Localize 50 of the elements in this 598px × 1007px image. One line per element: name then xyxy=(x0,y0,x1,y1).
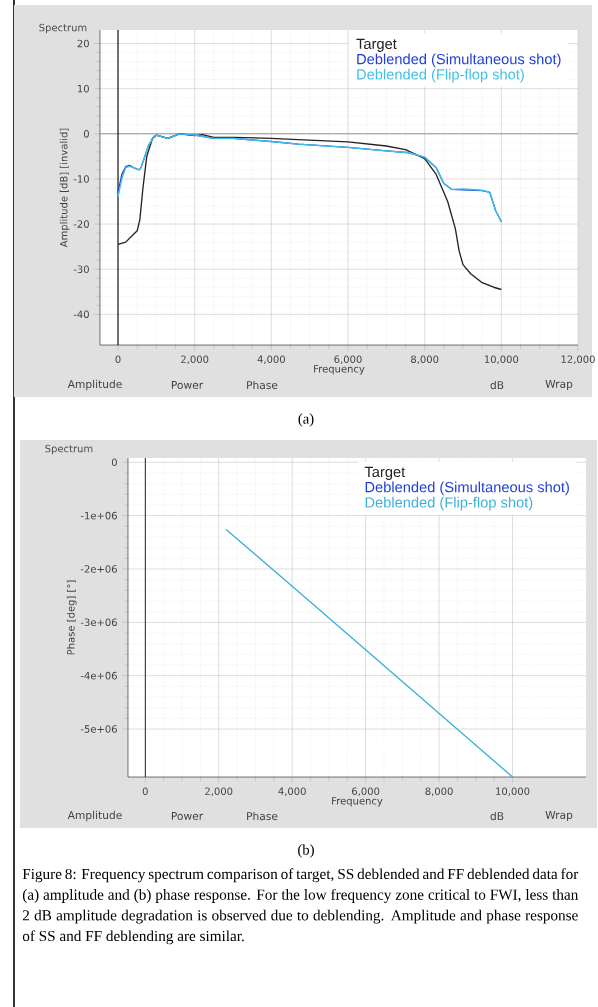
text: (a) xyxy=(298,413,314,427)
y-tick-label: -1e+06 xyxy=(80,511,117,520)
x-tick-label: 4,000 xyxy=(257,355,285,364)
chart-title: Spectrum xyxy=(39,23,87,34)
text: Deblended (Flip-flop shot) xyxy=(357,68,524,83)
y-tick-label: -2e+06 xyxy=(80,565,117,573)
text: Target xyxy=(356,38,397,52)
y-axis-title: Amplitude [dB] [invalid] xyxy=(59,128,70,248)
y-tick-label: -30 xyxy=(73,265,89,273)
legend-label: Deblended (Simultaneous shot) xyxy=(365,481,569,496)
text: Power xyxy=(171,381,204,389)
x-tick-label: 10,000 xyxy=(496,787,530,796)
x-tick-label: 0 xyxy=(142,787,148,795)
x-axis-title: Frequency xyxy=(332,797,383,807)
x-tick-label: 4,000 xyxy=(278,787,306,796)
text: Phase xyxy=(247,380,278,390)
x-tick-label: 2,000 xyxy=(205,787,233,796)
y-tick-label: -5e+06 xyxy=(80,725,117,733)
x-tick-label: 8,000 xyxy=(411,355,439,364)
x-tick-label: 2,000 xyxy=(181,355,209,364)
y-tick-label: 0 xyxy=(111,458,117,467)
legend-label: Target xyxy=(364,466,406,480)
y-tick-label: 0 xyxy=(83,130,89,138)
text: Wrap xyxy=(545,380,573,390)
y-tick-label: -4e+06 xyxy=(80,671,117,680)
text: Amplitude xyxy=(67,379,122,391)
text: Phase xyxy=(247,811,278,821)
y-axis-title: Phase [deg] [°] xyxy=(66,580,77,655)
y-tick-label: -10 xyxy=(73,175,89,183)
y-tick-label: -3e+06 xyxy=(80,618,117,627)
text: Deblended (Simultaneous shot) xyxy=(357,53,561,68)
x-tick-label: 8,000 xyxy=(425,787,453,796)
chart-title: Spectrum xyxy=(45,444,93,455)
text: (b) xyxy=(298,844,314,858)
x-tick-label: 6,000 xyxy=(352,787,380,796)
text: Deblended (Flip-flop shot) xyxy=(365,496,533,511)
text: Wrap xyxy=(545,811,573,821)
x-tick-label: 12,000 xyxy=(561,355,595,364)
y-tick-label: 10 xyxy=(77,84,89,93)
x-axis-title: Frequency xyxy=(314,365,365,375)
text: Amplitude xyxy=(67,810,122,822)
y-tick-label: -20 xyxy=(73,220,89,228)
x-tick-label: 10,000 xyxy=(484,355,519,364)
y-tick-label: -40 xyxy=(73,310,89,319)
x-tick-label: 6,000 xyxy=(334,355,362,364)
text: dB xyxy=(490,380,504,390)
text: Power xyxy=(171,812,204,820)
text: dB xyxy=(490,811,504,821)
y-tick-label: 20 xyxy=(77,39,89,48)
caption: Figure 8: Frequency spectrum comparison of target, SS deblended and FF deblended data for (a) amplitude and (b) phase response. For the low frequency zone critical to FWI, less than 2 dB amplitude degradation is observed due to deblending. Amplitude and phase response of SS and FF deblending are similar. xyxy=(22,868,579,945)
